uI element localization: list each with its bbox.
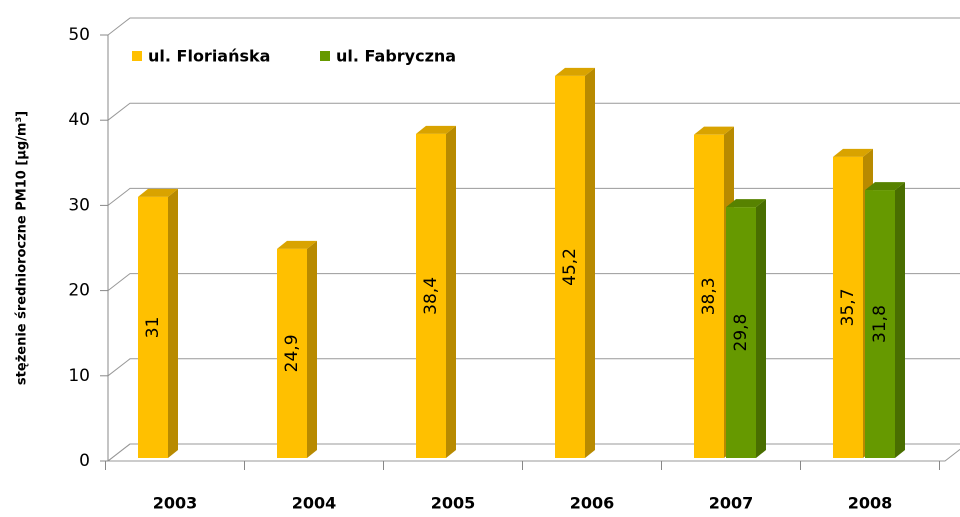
bar: [277, 248, 307, 458]
value-label: 38,3: [699, 277, 719, 315]
x-tick-label: 2008: [848, 494, 893, 513]
x-tick-label: 2003: [153, 494, 198, 513]
legend-swatch: [132, 51, 142, 61]
grid-line: [107, 358, 960, 377]
y-tick-label: 10: [68, 366, 90, 386]
y-tick-label: 50: [68, 25, 90, 45]
bar: [416, 133, 446, 458]
grid-line: [107, 273, 960, 291]
bar-side: [895, 182, 905, 458]
x-tick-label: 2005: [431, 494, 476, 513]
bar: [726, 207, 756, 458]
bar-side: [307, 240, 317, 458]
y-tick-label: 30: [68, 195, 90, 215]
grid-line: [107, 443, 960, 462]
y-tick-label: 20: [68, 281, 90, 301]
bar-side: [756, 199, 766, 458]
x-tick-label: 2004: [292, 494, 337, 513]
y-tick-label: 40: [68, 110, 90, 130]
bar-top: [416, 125, 456, 134]
grid-line: [107, 102, 960, 121]
value-label: 31,8: [870, 305, 890, 343]
grid-line: [107, 187, 960, 206]
x-tick-label: 2006: [570, 494, 615, 513]
bar-top: [865, 182, 905, 191]
grid-line: [107, 17, 960, 36]
legend-label: ul. Fabryczna: [336, 47, 456, 66]
y-tick-label: 0: [79, 451, 90, 471]
legend-label: ul. Floriańska: [148, 47, 270, 66]
x-tick-label: 2007: [709, 494, 754, 513]
value-label: 24,9: [282, 334, 302, 372]
value-label: 35,7: [838, 288, 858, 326]
bar-top: [726, 199, 766, 208]
value-label: 45,2: [560, 248, 580, 286]
bar-top: [277, 240, 317, 249]
value-label: 31: [143, 317, 163, 339]
bar-side: [168, 188, 178, 458]
legend-swatch: [320, 51, 330, 61]
bar: [694, 134, 724, 458]
value-label: 29,8: [731, 314, 751, 352]
bar-side: [585, 67, 595, 459]
bar: [833, 156, 863, 458]
bar-top: [694, 126, 734, 135]
floor: [106, 443, 960, 462]
bar: [138, 196, 168, 458]
y-axis-title: stężenie średnioroczne PM10 [µg/m³]: [15, 111, 30, 385]
bar-side: [446, 125, 456, 458]
bar: [555, 75, 585, 459]
bar: [865, 190, 895, 458]
value-label: 38,4: [421, 277, 441, 315]
bar-top: [555, 67, 595, 76]
bar-top: [138, 188, 178, 197]
bar-top: [833, 148, 873, 157]
